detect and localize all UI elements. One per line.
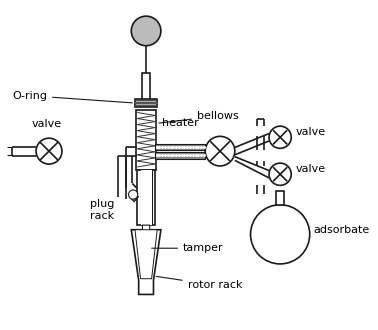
Polygon shape bbox=[143, 225, 150, 276]
Bar bbox=[276, 191, 284, 205]
Text: heater: heater bbox=[162, 118, 199, 128]
Bar bbox=[155, 144, 205, 150]
Bar bbox=[136, 110, 156, 170]
Text: O-ring: O-ring bbox=[12, 91, 132, 103]
Circle shape bbox=[251, 205, 310, 264]
Circle shape bbox=[131, 16, 161, 46]
Text: adsorbate: adsorbate bbox=[313, 225, 370, 235]
Text: rotor rack: rotor rack bbox=[156, 276, 242, 290]
Circle shape bbox=[36, 138, 62, 164]
Text: valve: valve bbox=[296, 127, 326, 137]
Text: tamper: tamper bbox=[152, 243, 224, 253]
Circle shape bbox=[129, 190, 138, 199]
Text: plug
rack: plug rack bbox=[90, 199, 114, 221]
Bar bbox=[141, 170, 152, 225]
Bar bbox=[135, 105, 157, 106]
Bar bbox=[135, 102, 157, 104]
Bar bbox=[135, 100, 157, 101]
Bar bbox=[135, 99, 157, 107]
Bar bbox=[155, 152, 205, 158]
Bar bbox=[143, 73, 150, 100]
Circle shape bbox=[205, 136, 235, 166]
Text: bellows: bellows bbox=[159, 111, 239, 123]
Polygon shape bbox=[131, 230, 161, 294]
Polygon shape bbox=[129, 196, 139, 202]
Text: valve: valve bbox=[296, 164, 326, 174]
Polygon shape bbox=[135, 230, 157, 279]
Circle shape bbox=[269, 163, 291, 185]
Text: valve: valve bbox=[32, 119, 62, 129]
Bar bbox=[137, 170, 155, 225]
Circle shape bbox=[269, 126, 291, 148]
